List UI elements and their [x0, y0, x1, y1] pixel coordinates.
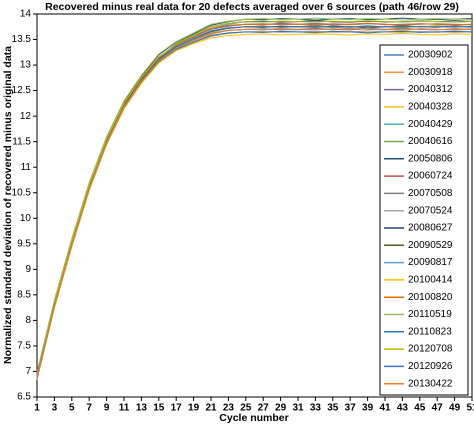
legend-label: 20090529: [408, 240, 453, 251]
legend-label: 20030902: [408, 50, 453, 61]
x-tick-label: 43: [397, 403, 409, 414]
y-tick-label: 7: [25, 366, 31, 377]
series-line: [36, 32, 473, 380]
x-tick-label: 13: [136, 403, 148, 414]
y-tick-label: 8.5: [17, 290, 31, 301]
legend-label: 20110519: [408, 309, 452, 320]
x-axis-label: Cycle number: [219, 412, 288, 424]
x-tick-label: 1: [34, 403, 40, 414]
y-tick-label: 12.5: [12, 85, 32, 96]
x-tick-label: 35: [327, 403, 339, 414]
legend-label: 20030918: [408, 67, 453, 78]
legend-label: 20130422: [408, 378, 453, 389]
x-tick-label: 17: [171, 403, 183, 414]
series-line: [36, 20, 473, 376]
y-tick-label: 11.5: [12, 136, 31, 147]
y-axis-label: Normalized standard deviation of recover…: [2, 46, 14, 364]
y-tick-label: 6.5: [17, 392, 31, 403]
legend-label: 20040328: [408, 102, 453, 113]
plot-area: [36, 13, 473, 398]
legend-label: 20040429: [408, 119, 453, 130]
x-tick-label: 23: [223, 403, 235, 414]
legend-label: 20100414: [408, 275, 453, 286]
legend-label: 20050806: [408, 153, 453, 164]
x-tick-label: 21: [205, 403, 217, 414]
x-tick-label: 11: [119, 403, 130, 414]
x-tick-label: 37: [345, 403, 357, 414]
x-tick-label: 7: [86, 403, 92, 414]
legend-label: 20120708: [408, 344, 453, 355]
x-tick-label: 33: [310, 403, 322, 414]
y-tick-label: 7.5: [17, 341, 31, 352]
x-tick-label: 29: [275, 403, 287, 414]
x-tick-label: 45: [414, 403, 426, 414]
y-tick-label: 13: [20, 60, 32, 71]
y-tick-label: 9.5: [17, 238, 31, 249]
x-tick-label: 15: [153, 403, 165, 414]
legend-label: 20110823: [408, 326, 452, 337]
legend-label: 20040312: [408, 84, 453, 95]
legend-label: 20090817: [408, 257, 453, 268]
series-line: [36, 27, 473, 378]
x-tick-label: 51: [466, 403, 474, 414]
legend-label: 20120926: [408, 361, 453, 372]
chart-title: Recovered minus real data for 20 defects…: [45, 1, 459, 13]
y-tick-label: 9: [25, 264, 31, 275]
y-tick-label: 14: [20, 9, 32, 20]
x-tick-label: 27: [258, 403, 270, 414]
y-tick-label: 13.5: [12, 34, 32, 45]
x-tick-label: 9: [104, 403, 110, 414]
series-line: [36, 17, 473, 373]
legend-label: 20060724: [408, 171, 453, 182]
x-tick-label: 39: [362, 403, 374, 414]
y-tick-label: 10.5: [12, 187, 32, 198]
legend-label: 20100820: [408, 292, 453, 303]
legend-label: 20070524: [408, 205, 453, 216]
y-tick-label: 12: [20, 111, 32, 122]
x-tick-label: 25: [240, 403, 252, 414]
y-tick-label: 10: [20, 213, 32, 224]
x-tick-label: 47: [432, 403, 444, 414]
x-tick-label: 49: [449, 403, 461, 414]
x-tick-label: 31: [292, 403, 304, 414]
legend-label: 20080627: [408, 223, 453, 234]
x-tick-label: 5: [69, 403, 75, 414]
x-tick-label: 19: [188, 403, 200, 414]
y-tick-label: 11: [21, 162, 32, 173]
y-tick-label: 8: [25, 315, 31, 326]
x-tick-label: 41: [379, 403, 391, 414]
legend-label: 20040616: [408, 136, 453, 147]
legend-label: 20070508: [408, 188, 453, 199]
legend-box: [379, 44, 469, 396]
x-tick-label: 3: [52, 403, 58, 414]
